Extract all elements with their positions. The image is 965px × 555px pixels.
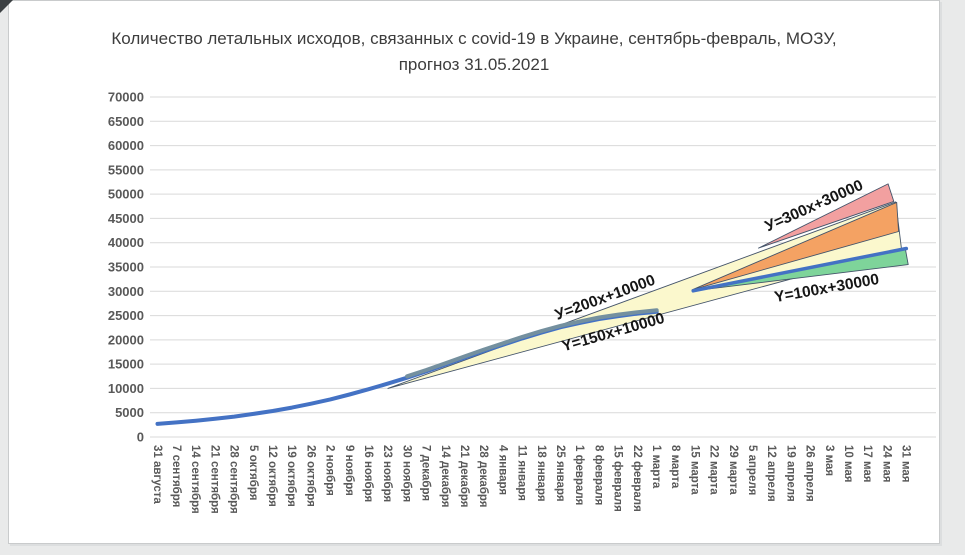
- x-axis-tick-label: 14 сентября: [189, 445, 201, 514]
- x-axis-tick-label: 7 декабря: [420, 445, 432, 501]
- y-axis-tick-label: 45000: [108, 211, 144, 226]
- x-axis-tick-label: 9 ноября: [343, 445, 355, 496]
- actual-deaths-overlay-line: [405, 308, 659, 379]
- x-axis-tick-label: 8 февраля: [592, 445, 604, 505]
- x-axis-tick-label: 21 декабря: [458, 445, 470, 508]
- x-axis-tick-label: 5 октября: [247, 445, 259, 500]
- y-axis-tick-label: 60000: [108, 138, 144, 153]
- x-axis-tick-label: 21 сентября: [208, 445, 220, 514]
- x-axis-tick-label: 3 мая: [823, 445, 835, 476]
- x-axis-tick-label: 23 ноября: [381, 445, 393, 502]
- y-axis-tick-label: 15000: [108, 357, 144, 372]
- x-axis-tick-label: 30 ноября: [400, 445, 412, 502]
- x-axis-tick-label: 1 марта: [650, 445, 662, 489]
- chart-title-line2: прогноз 31.05.2021: [398, 54, 550, 74]
- y-axis-tick-label: 55000: [108, 162, 144, 177]
- x-axis-tick-label: 14 декабря: [439, 445, 451, 508]
- chart-title: Количество летальных исходов, связанных …: [9, 26, 939, 77]
- x-axis-tick-label: 2 ноября: [324, 445, 336, 496]
- x-axis-tick-label: 4 января: [496, 445, 508, 495]
- y-axis-tick-label: 35000: [108, 260, 144, 275]
- x-axis-tick-label: 22 февраля: [631, 445, 643, 512]
- x-axis-tick-label: 19 октября: [285, 445, 297, 507]
- corner-fold-decoration: [0, 0, 13, 13]
- y-axis-tick-label: 50000: [108, 187, 144, 202]
- x-axis-tick-label: 12 апреля: [765, 445, 777, 502]
- forecast-lower-trend-line: [691, 246, 909, 293]
- x-axis-tick-label: 11 января: [516, 445, 528, 501]
- x-axis-tick-label: 15 февраля: [612, 445, 624, 512]
- x-axis-tick-label: 24 мая: [880, 445, 892, 482]
- x-axis-tick-label: 16 ноября: [362, 445, 374, 502]
- y-axis-tick-label: 0: [137, 430, 144, 445]
- x-axis-tick-label: 5 апреля: [746, 445, 758, 495]
- y-axis-tick-label: 65000: [108, 114, 144, 129]
- y-axis-tick-label: 20000: [108, 332, 144, 347]
- y-axis-tick-label: 25000: [108, 308, 144, 323]
- x-axis-tick-label: 7 сентября: [170, 445, 182, 507]
- x-axis-tick-label: 26 апреля: [804, 445, 816, 502]
- x-axis-tick-label: 12 октября: [266, 445, 278, 507]
- x-axis-tick-label: 22 марта: [708, 445, 720, 495]
- y-axis-tick-label: 10000: [108, 381, 144, 396]
- y-axis-tick-label: 40000: [108, 235, 144, 250]
- x-axis-tick-label: 26 октября: [304, 445, 316, 507]
- x-axis-tick-label: 19 апреля: [784, 445, 796, 502]
- x-axis-tick-label: 10 мая: [842, 445, 854, 482]
- chart-title-line1: Количество летальных исходов, связанных …: [111, 29, 837, 48]
- y-axis-tick-label: 70000: [108, 90, 144, 105]
- forecast-band-pink: [758, 183, 895, 249]
- x-axis-tick-label: 31 августа: [151, 445, 163, 504]
- x-axis-tick-label: 15 марта: [688, 445, 700, 495]
- x-axis-tick-label: 28 сентября: [228, 445, 240, 514]
- x-axis-tick-label: 18 января: [535, 445, 547, 502]
- x-axis-tick-label: 1 февраля: [573, 445, 585, 505]
- y-axis-tick-label: 5000: [115, 405, 144, 420]
- forecast-band-orange: [691, 201, 900, 291]
- x-axis-tick-label: 28 декабря: [477, 445, 489, 508]
- x-axis-tick-label: 17 мая: [861, 445, 873, 482]
- x-axis-tick-label: 29 марта: [727, 445, 739, 495]
- x-axis-tick-label: 31 мая: [900, 445, 912, 482]
- x-axis-tick-label: 8 марта: [669, 445, 681, 489]
- y-axis-tick-label: 30000: [108, 284, 144, 299]
- x-axis-tick-label: 25 января: [554, 445, 566, 502]
